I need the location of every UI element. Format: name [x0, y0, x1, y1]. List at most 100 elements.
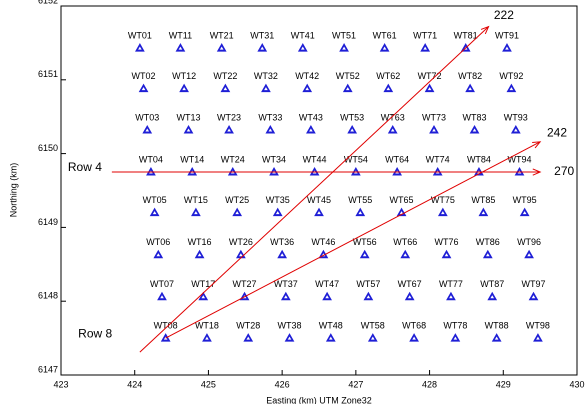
- turbine-label: WT85: [471, 195, 495, 205]
- x-tick-label: 425: [201, 379, 216, 389]
- turbine-marker-inner: [223, 87, 228, 91]
- turbine-label: WT18: [195, 320, 219, 330]
- turbine-marker-inner: [399, 211, 404, 215]
- turbine-label: WT82: [458, 71, 482, 81]
- turbine-label: WT78: [443, 320, 467, 330]
- turbine-label: WT73: [422, 112, 446, 122]
- row-label: Row 8: [78, 326, 112, 340]
- arrow-line: [139, 26, 489, 353]
- turbine-marker-inner: [305, 87, 310, 91]
- turbine-marker-inner: [246, 336, 251, 340]
- x-tick-label: 423: [53, 379, 68, 389]
- y-tick-label: 6149: [38, 217, 58, 227]
- plot-frame: [60, 5, 578, 376]
- turbine-label: WT34: [262, 154, 286, 164]
- turbine-marker-inner: [342, 46, 346, 50]
- turbine-marker-inner: [152, 211, 157, 215]
- turbine-label: WT72: [418, 71, 442, 81]
- turbine-marker-inner: [197, 253, 202, 257]
- turbine-label: WT33: [258, 112, 282, 122]
- turbine-label: WT17: [191, 279, 215, 289]
- turbine-marker-inner: [156, 253, 161, 257]
- turbine-marker-inner: [390, 128, 395, 132]
- row-label: Row 4: [68, 160, 102, 174]
- turbine-label: WT74: [426, 154, 450, 164]
- x-tick-label: 429: [496, 379, 511, 389]
- turbine-marker-inner: [358, 211, 363, 215]
- turbine-label: WT55: [348, 195, 372, 205]
- y-tick-label: 6147: [38, 364, 58, 374]
- turbine-marker-inner: [444, 253, 449, 257]
- turbine-marker-inner: [449, 295, 453, 299]
- turbine-label: WT71: [413, 30, 437, 40]
- turbine-label: WT96: [517, 237, 541, 247]
- turbine-marker-inner: [138, 46, 142, 50]
- turbine-marker-inner: [432, 128, 436, 132]
- turbine-label: WT28: [236, 320, 260, 330]
- turbine-label: WT62: [376, 71, 400, 81]
- turbine-marker-inner: [317, 211, 321, 215]
- turbine-label: WT95: [513, 195, 537, 205]
- turbine-label: WT81: [454, 30, 478, 40]
- turbine-label: WT16: [188, 237, 212, 247]
- turbine-marker-inner: [280, 253, 284, 257]
- x-tick-label: 430: [569, 379, 584, 389]
- turbine-marker-inner: [536, 336, 540, 340]
- turbine-label: WT92: [499, 71, 523, 81]
- y-tick-label: 6151: [38, 69, 58, 79]
- turbine-label: WT64: [385, 154, 409, 164]
- turbine-marker-inner: [201, 295, 206, 299]
- turbine-marker-inner: [386, 87, 391, 91]
- turbine-label: WT27: [233, 279, 257, 289]
- turbine-marker-inner: [275, 211, 280, 215]
- turbine-marker-inner: [287, 336, 292, 340]
- turbine-marker-inner: [490, 295, 495, 299]
- turbine-marker-inner: [412, 336, 416, 340]
- turbine-marker-inner: [325, 295, 329, 299]
- turbine-marker-inner: [328, 336, 333, 340]
- x-tick-label: 428: [422, 379, 437, 389]
- turbine-marker-inner: [350, 128, 354, 132]
- turbine-label: WT48: [319, 320, 343, 330]
- turbine-label: WT66: [393, 237, 417, 247]
- turbine-marker-inner: [205, 336, 209, 340]
- turbine-label: WT87: [480, 279, 504, 289]
- turbine-label: WT38: [278, 320, 302, 330]
- turbine-label: WT65: [390, 195, 414, 205]
- turbine-label: WT52: [336, 71, 360, 81]
- turbine-marker-inner: [486, 253, 490, 257]
- turbine-label: WT61: [373, 30, 397, 40]
- turbine-label: WT58: [361, 320, 385, 330]
- turbine-label: WT76: [435, 237, 459, 247]
- turbine-marker-inner: [264, 87, 268, 91]
- x-tick-label: 427: [348, 379, 363, 389]
- turbine-marker-inner: [407, 295, 412, 299]
- turbine-label: WT57: [356, 279, 380, 289]
- turbine-marker-inner: [219, 46, 224, 50]
- turbine-marker-inner: [235, 211, 239, 215]
- turbine-label: WT84: [467, 154, 491, 164]
- arrow-head: [532, 168, 542, 176]
- turbine-label: WT42: [295, 71, 319, 81]
- turbine-marker-inner: [268, 128, 273, 132]
- turbine-label: WT37: [274, 279, 298, 289]
- x-tick-label: 424: [127, 379, 142, 389]
- turbine-label: WT77: [439, 279, 463, 289]
- turbine-label: WT24: [221, 154, 245, 164]
- turbine-label: WT11: [169, 30, 192, 40]
- turbine-label: WT01: [128, 30, 152, 40]
- turbine-marker-inner: [382, 46, 387, 50]
- turbine-label: WT02: [132, 71, 156, 81]
- turbine-label: WT36: [270, 237, 294, 247]
- turbine-label: WT68: [402, 320, 426, 330]
- turbine-label: WT47: [315, 279, 339, 289]
- turbine-label: WT04: [139, 154, 163, 164]
- turbine-label: WT98: [526, 320, 550, 330]
- turbine-label: WT31: [250, 30, 274, 40]
- turbine-label: WT25: [225, 195, 249, 205]
- turbine-label: WT35: [266, 195, 290, 205]
- turbine-label: WT08: [154, 320, 178, 330]
- turbine-marker-inner: [178, 46, 183, 50]
- turbine-label: WT53: [340, 112, 364, 122]
